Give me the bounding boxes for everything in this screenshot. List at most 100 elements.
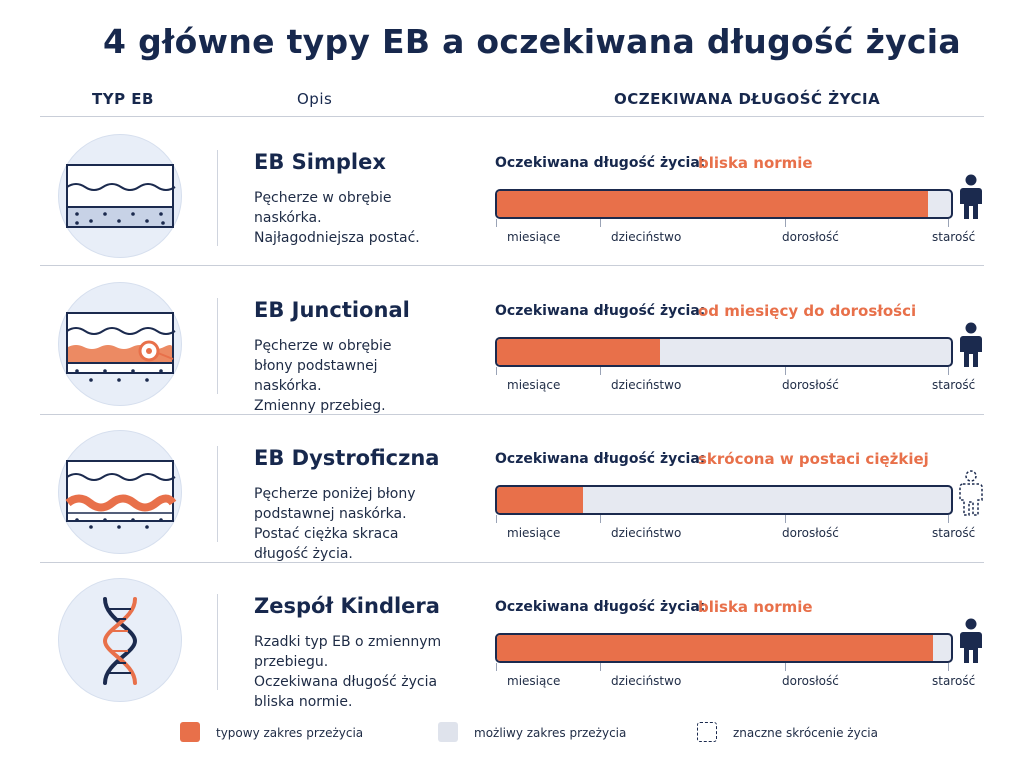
desc-line: podstawnej naskórka. — [254, 506, 407, 522]
divider — [40, 562, 984, 563]
life-bar — [495, 189, 953, 219]
separator — [217, 446, 218, 542]
scale-label: starość — [932, 378, 976, 392]
scale-label: miesiące — [507, 674, 561, 688]
separator — [217, 298, 218, 394]
scale-label: dorosłość — [782, 674, 839, 688]
divider — [40, 116, 984, 117]
legend-label: typowy zakres przeżycia — [216, 726, 364, 740]
desc-line: bliska normie. — [254, 694, 353, 710]
separator — [217, 594, 218, 690]
desc-line: Rzadki typ EB o zmiennym — [254, 634, 442, 650]
type-name: EB Junctional — [254, 298, 410, 322]
scale-tick — [948, 367, 949, 375]
type-name: EB Dystroficzna — [254, 446, 440, 470]
life-bar — [495, 337, 953, 367]
skin-dermis-wave-icon — [58, 430, 182, 554]
header-type: TYP EB — [92, 90, 154, 108]
page-title: 4 główne typy EB a oczekiwana długość ży… — [103, 22, 961, 61]
life-bar-fill — [497, 635, 933, 661]
eb-type-row: EB Junctional Pęcherze w obrębie błony p… — [0, 266, 1024, 414]
dna-helix-icon — [58, 578, 182, 702]
legend-possible-swatch — [438, 722, 458, 742]
scale-tick — [785, 367, 786, 375]
skin-junction-target-icon — [58, 282, 182, 406]
scale-tick — [496, 515, 497, 523]
scale-label: dzieciństwo — [611, 674, 682, 688]
type-name: EB Simplex — [254, 150, 386, 174]
legend-label: możliwy zakres przeżycia — [474, 726, 627, 740]
desc-line: naskórka. — [254, 210, 322, 226]
scale-label: dzieciństwo — [611, 230, 682, 244]
desc-line: Zmienny przebieg. — [254, 398, 386, 414]
eb-type-row: EB Simplex Pęcherze w obrębie naskórka. … — [0, 118, 1024, 266]
scale-tick — [496, 663, 497, 671]
scale-label: starość — [932, 674, 976, 688]
life-bar-fill — [497, 191, 929, 217]
eb-type-row: EB Dystroficzna Pęcherze poniżej błony p… — [0, 414, 1024, 562]
life-value: od miesięcy do dorosłości — [698, 302, 917, 320]
scale-tick — [600, 515, 601, 523]
legend-typical-swatch — [180, 722, 200, 742]
scale-label: dorosłość — [782, 526, 839, 540]
eb-type-row: Zespół Kindlera Rzadki typ EB o zmiennym… — [0, 562, 1024, 710]
person-solid-icon — [958, 618, 984, 668]
separator — [217, 150, 218, 246]
desc-line: Oczekiwana długość życia — [254, 674, 438, 690]
desc-line: Pęcherze w obrębie — [254, 190, 392, 206]
scale-label: dzieciństwo — [611, 526, 682, 540]
type-description: Pęcherze w obrębie naskórka. Najłagodnie… — [254, 188, 454, 248]
scale-label: dorosłość — [782, 230, 839, 244]
type-description: Pęcherze w obrębie błony podstawnej nask… — [254, 336, 454, 416]
desc-line: naskórka. — [254, 378, 322, 394]
life-value: bliska normie — [698, 598, 813, 616]
person-solid-icon — [958, 322, 984, 372]
divider — [40, 414, 984, 415]
person-solid-icon — [958, 174, 984, 224]
desc-line: Pęcherze w obrębie — [254, 338, 392, 354]
life-bar-fill — [497, 487, 584, 513]
person-dashed-icon — [958, 470, 984, 520]
life-bar — [495, 633, 953, 663]
scale-tick — [948, 515, 949, 523]
scale-tick — [600, 219, 601, 227]
scale-tick — [600, 367, 601, 375]
life-bar-fill — [497, 339, 661, 365]
scale-label: dzieciństwo — [611, 378, 682, 392]
scale-label: dorosłość — [782, 378, 839, 392]
legend-shortened-swatch — [697, 722, 717, 742]
type-description: Pęcherze poniżej błony podstawnej naskór… — [254, 484, 454, 564]
life-label: Oczekiwana długość życia: — [495, 451, 706, 467]
scale-tick — [948, 663, 949, 671]
scale-tick — [948, 219, 949, 227]
header-description: Opis — [297, 90, 333, 108]
scale-label: starość — [932, 526, 976, 540]
desc-line: Postać ciężka skraca — [254, 526, 399, 542]
scale-label: miesiące — [507, 378, 561, 392]
skin-layers-icon — [58, 134, 182, 258]
type-description: Rzadki typ EB o zmiennym przebiegu. Ocze… — [254, 632, 454, 712]
scale-tick — [600, 663, 601, 671]
life-value: skrócona w postaci ciężkiej — [698, 450, 929, 468]
divider — [40, 265, 984, 266]
type-name: Zespół Kindlera — [254, 594, 440, 618]
scale-tick — [785, 219, 786, 227]
legend-label: znaczne skrócenie życia — [733, 726, 878, 740]
scale-tick — [785, 663, 786, 671]
scale-tick — [785, 515, 786, 523]
desc-line: przebiegu. — [254, 654, 329, 670]
desc-line: Najłagodniejsza postać. — [254, 230, 420, 246]
header-life-expectancy: OCZEKIWANA DŁUGOŚĆ ŻYCIA — [614, 90, 881, 108]
life-label: Oczekiwana długość życia: — [495, 303, 706, 319]
desc-line: Pęcherze poniżej błony — [254, 486, 416, 502]
desc-line: długość życia. — [254, 546, 353, 562]
scale-label: miesiące — [507, 526, 561, 540]
scale-label: starość — [932, 230, 976, 244]
life-bar — [495, 485, 953, 515]
scale-tick — [496, 367, 497, 375]
life-label: Oczekiwana długość życia: — [495, 155, 706, 171]
life-label: Oczekiwana długość życia: — [495, 599, 706, 615]
scale-label: miesiące — [507, 230, 561, 244]
desc-line: błony podstawnej — [254, 358, 378, 374]
scale-tick — [496, 219, 497, 227]
